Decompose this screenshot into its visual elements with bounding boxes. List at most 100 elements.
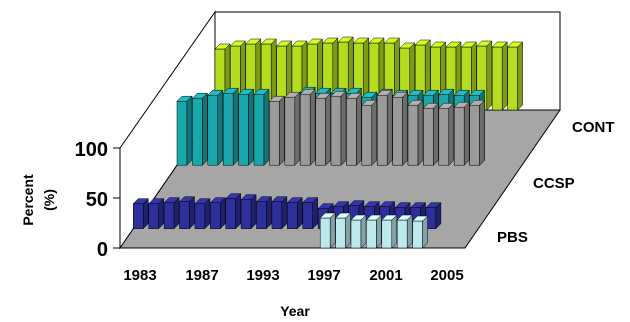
series-label-cont: CONT [572, 119, 615, 136]
bar-side-face [448, 102, 455, 166]
bar-front-face [469, 104, 480, 166]
x-tick-label: 1983 [123, 267, 156, 284]
bar-pbs-light-18 [396, 214, 413, 249]
bar-top-face [396, 214, 413, 221]
bar-top-face [286, 197, 303, 203]
bar-side-face [386, 89, 393, 166]
bar-top-face [381, 214, 398, 221]
x-axis: 1983 1987 1993 1997 2001 2005 [123, 267, 463, 284]
bar-front-face [376, 94, 388, 166]
bar-front-face [222, 92, 234, 166]
bar-top-face [322, 37, 339, 44]
x-axis-title: Year [280, 303, 310, 319]
bar-side-face [486, 40, 493, 111]
bar-front-face [176, 100, 188, 166]
bar-top-face [383, 37, 401, 44]
bar-side-face [479, 99, 485, 166]
bar-top-face [414, 39, 431, 46]
bar-side-face [360, 214, 367, 249]
bar-side-face [517, 41, 523, 111]
bar-front-face [253, 93, 265, 166]
bar-top-face [365, 214, 383, 221]
bar-pbs-4 [194, 198, 211, 230]
bar-front-face [392, 96, 403, 166]
bar-front-face [271, 201, 283, 229]
y-axis-title-unit: (%) [41, 189, 57, 211]
bar-ccsp-gray-13 [376, 89, 393, 166]
bar-top-face [337, 36, 354, 43]
bar-pbs-light-14 [334, 212, 352, 249]
bar-top-face [399, 42, 416, 49]
bar-top-face [422, 89, 440, 96]
x-tick-label: 2005 [430, 267, 463, 284]
bars-group [132, 36, 524, 249]
bar-front-face [192, 97, 203, 166]
bar-front-face [366, 219, 377, 249]
bar-top-face [132, 198, 149, 204]
bar-top-face [468, 89, 486, 96]
bar-side-face [189, 196, 195, 230]
bar-side-face [422, 215, 428, 249]
bar-side-face [309, 88, 316, 166]
bar-top-face [176, 95, 193, 102]
bar-side-face [406, 214, 413, 249]
series-label-pbs: PBS [497, 229, 528, 246]
x-tick-label: 2001 [369, 267, 402, 284]
bar-top-face [476, 40, 493, 47]
bar-side-face [325, 92, 331, 166]
bar-front-face [330, 95, 342, 166]
bar-front-face [412, 220, 423, 249]
y-tick-label: 100 [75, 139, 108, 161]
bar-side-face [217, 89, 224, 166]
bar-top-face [222, 87, 239, 94]
bar-top-face [468, 99, 486, 106]
bar-top-face [330, 90, 347, 97]
bar-cont-18 [491, 41, 508, 111]
bar-side-face [294, 91, 301, 166]
bar-side-face [281, 196, 288, 230]
bar-top-face [306, 38, 324, 45]
bar-top-face [345, 92, 363, 99]
bar-front-face [438, 107, 450, 166]
bar-top-face [299, 88, 316, 95]
bar-front-face [210, 202, 221, 229]
bar-side-face [329, 212, 336, 249]
bar-pbs-11 [302, 197, 319, 230]
bar-ccsp-gray-16 [422, 102, 440, 166]
bar-top-face [361, 91, 378, 98]
bar-top-face [460, 41, 478, 48]
bar-ccsp-5 [253, 88, 270, 166]
bar-ccsp-gray-8 [299, 88, 316, 166]
bar-top-face [225, 193, 242, 199]
bar-top-face [229, 40, 247, 47]
bar-front-face [148, 203, 159, 229]
y-axis-title: Percent [20, 174, 36, 226]
bar-pbs-light-19 [411, 215, 429, 249]
bar-front-face [453, 106, 465, 166]
bar-pbs-2 [163, 197, 180, 230]
bar-front-face [423, 107, 434, 166]
bar-front-face [256, 201, 267, 229]
bar-top-face [352, 37, 370, 44]
bar-front-face [350, 219, 362, 249]
bar-front-face [407, 104, 419, 166]
bar-top-face [148, 198, 165, 204]
bar-front-face [315, 97, 326, 166]
bar-pbs-19 [425, 202, 442, 230]
bar-ccsp-4 [237, 88, 255, 166]
bar-ccsp-gray-15 [407, 99, 424, 166]
bar-top-face [260, 38, 277, 45]
bar-top-face [361, 99, 378, 106]
bar-front-face [361, 104, 373, 166]
bar-top-face [438, 88, 455, 95]
bar-top-face [240, 194, 257, 200]
bar-side-face [340, 90, 347, 166]
bar-front-face [396, 219, 408, 249]
bar-side-face [232, 87, 239, 166]
bar-top-face [350, 214, 367, 221]
bar-front-face [238, 93, 249, 166]
bar-side-face [202, 92, 208, 166]
bar-top-face [291, 40, 308, 47]
bar-pbs-0 [132, 198, 149, 230]
